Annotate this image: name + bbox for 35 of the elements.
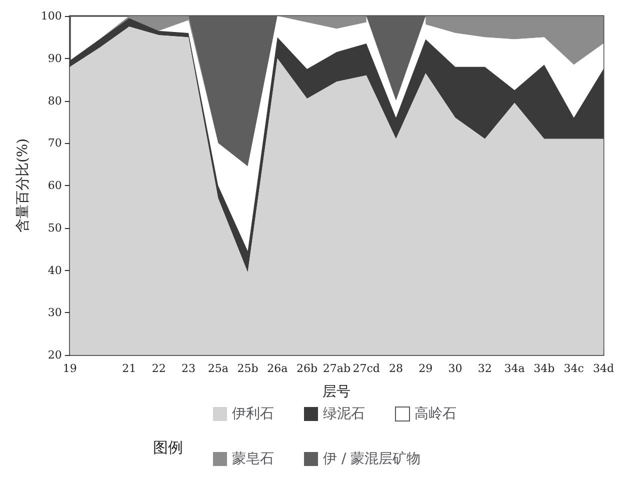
x-tick-label: 21 <box>122 362 136 375</box>
y-tick-label: 50 <box>48 221 62 234</box>
x-tick-label: 34c <box>564 362 584 375</box>
x-tick-label: 26a <box>267 362 288 375</box>
x-tick-label: 30 <box>448 362 462 375</box>
x-tick-label: 22 <box>152 362 166 375</box>
x-tick-label: 25a <box>208 362 229 375</box>
x-tick-label: 34d <box>592 362 614 375</box>
y-tick-label: 100 <box>40 10 62 22</box>
legend-title: 图例 <box>153 438 183 456</box>
x-tick-label: 26b <box>296 362 318 375</box>
legend-label: 伊 / 蒙混层矿物 <box>323 451 421 467</box>
y-tick-label: 20 <box>48 348 62 362</box>
x-tick-label: 29 <box>418 362 433 375</box>
y-tick-label: 90 <box>48 52 62 65</box>
legend-label: 伊利石 <box>232 406 274 422</box>
x-tick-label: 23 <box>181 362 196 375</box>
y-axis-title: 含量百分比(%) <box>15 138 31 233</box>
x-tick-label: 27ab <box>322 362 350 375</box>
x-tick-label: 28 <box>388 362 403 375</box>
x-tick-label: 27cd <box>352 362 380 375</box>
x-tick-label: 19 <box>62 362 77 375</box>
x-tick-label: 34a <box>504 362 526 375</box>
x-tick-label: 25b <box>237 362 258 375</box>
y-tick-label: 80 <box>48 94 62 108</box>
legend-label: 蒙皂石 <box>232 451 274 467</box>
y-tick-label: 60 <box>48 179 62 192</box>
y-tick-label: 30 <box>48 306 62 320</box>
legend-label: 绿泥石 <box>323 406 365 422</box>
legend-label: 高岭石 <box>414 406 456 422</box>
y-tick-label: 70 <box>48 136 62 150</box>
x-tick-label: 32 <box>478 362 492 375</box>
x-tick-label: 34b <box>534 362 555 375</box>
y-tick-label: 40 <box>48 264 62 277</box>
x-axis-title: 层号 <box>322 384 351 400</box>
